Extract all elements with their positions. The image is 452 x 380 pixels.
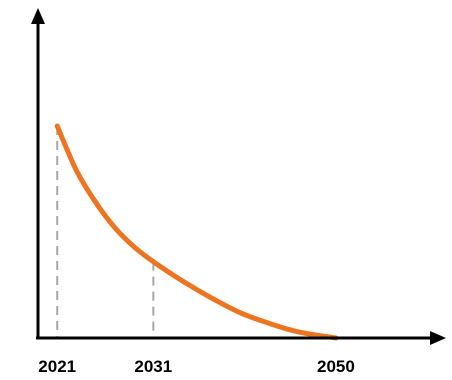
x-tick-label-2: 2050 [317, 357, 355, 376]
x-tick-labels: 2021 2031 2050 [38, 357, 355, 376]
axes [31, 8, 446, 345]
x-tick-label-0: 2021 [38, 357, 76, 376]
series-line [54, 123, 339, 341]
guide-lines [56, 126, 155, 338]
x-axis-arrow-icon [430, 331, 446, 345]
x-tick-label-1: 2031 [134, 357, 172, 376]
y-axis-arrow-icon [31, 8, 45, 24]
